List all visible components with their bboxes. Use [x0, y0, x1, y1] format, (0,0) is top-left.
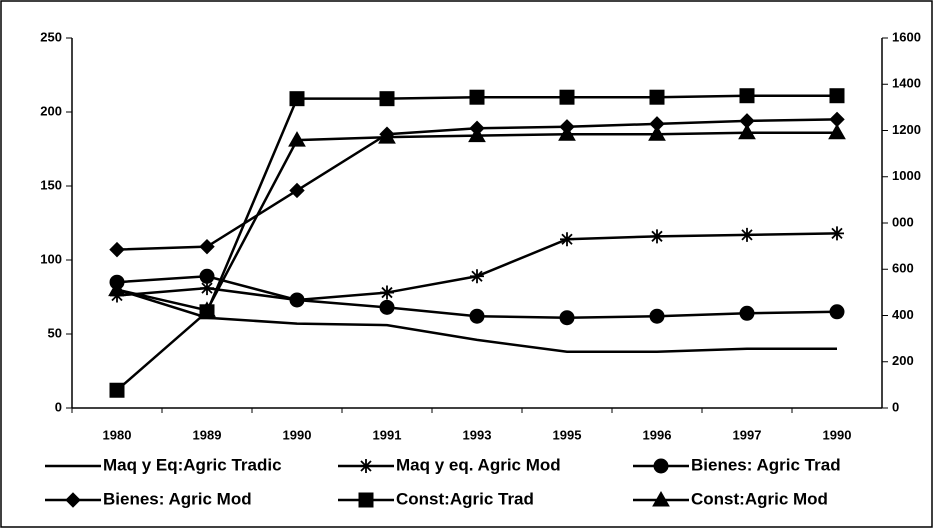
x-tick-label: 1996	[643, 427, 672, 442]
y-tick-label: 150	[40, 177, 62, 192]
marker	[560, 232, 574, 247]
y2-tick-label: 1000	[892, 168, 921, 183]
y-tick-label: 0	[55, 399, 62, 414]
x-tick-label: 1995	[553, 427, 582, 442]
y2-tick-label: 400	[892, 307, 914, 322]
y2-tick-label: 600	[892, 261, 914, 276]
marker	[109, 382, 125, 398]
marker	[199, 268, 215, 284]
y2-tick-label: 1400	[892, 76, 921, 91]
y2-tick-label: 1600	[892, 29, 921, 44]
x-tick-label: 1980	[103, 427, 132, 442]
marker	[559, 310, 575, 326]
marker	[469, 89, 485, 105]
marker	[829, 304, 845, 320]
y-tick-label: 50	[48, 325, 62, 340]
marker	[738, 123, 756, 140]
y-tick-label: 100	[40, 251, 62, 266]
y2-tick-label: 1200	[892, 122, 921, 137]
marker	[289, 182, 305, 199]
marker	[649, 308, 665, 324]
marker	[65, 492, 81, 508]
marker	[289, 292, 305, 308]
marker	[288, 131, 306, 147]
marker	[558, 125, 576, 141]
marker	[829, 88, 845, 104]
marker	[653, 458, 669, 474]
legend-label: Const:Agric Trad	[396, 489, 534, 508]
marker	[358, 492, 374, 508]
x-tick-label: 1993	[463, 427, 492, 442]
marker	[559, 89, 575, 105]
marker	[359, 459, 373, 473]
marker	[468, 126, 486, 143]
legend-label: Bienes: Agric Mod	[103, 489, 252, 508]
y-tick-label: 250	[40, 29, 62, 44]
y2-tick-label: 200	[892, 353, 914, 368]
x-tick-label: 1991	[373, 427, 402, 442]
legend-label: Const:Agric Mod	[691, 489, 828, 508]
marker	[739, 305, 755, 321]
y-tick-label: 200	[40, 103, 62, 118]
marker	[198, 301, 216, 317]
marker	[378, 128, 396, 144]
marker	[648, 125, 666, 141]
y2-tick-label: 000	[892, 214, 914, 229]
marker	[379, 91, 395, 107]
marker	[108, 280, 126, 297]
y2-tick-label: 0	[892, 399, 899, 414]
x-tick-label: 1989	[193, 427, 222, 442]
legend-label: Bienes: Agric Trad	[691, 455, 841, 474]
legend-label: Maq y eq. Agric Mod	[396, 455, 561, 474]
legend-label: Maq y Eq:Agric Tradic	[103, 455, 282, 474]
marker	[739, 88, 755, 104]
marker	[830, 226, 844, 241]
marker	[200, 281, 214, 296]
marker	[199, 238, 215, 255]
marker	[469, 308, 485, 324]
series-line	[116, 131, 837, 312]
marker	[652, 490, 670, 507]
marker	[109, 241, 125, 258]
x-tick-label: 1990	[283, 427, 312, 442]
marker	[649, 89, 665, 105]
marker	[470, 269, 484, 284]
marker	[379, 299, 395, 315]
marker	[650, 229, 664, 244]
marker	[289, 91, 305, 107]
x-tick-label: 1997	[733, 427, 762, 442]
x-tick-label: 1990	[823, 427, 852, 442]
marker	[828, 123, 846, 140]
marker	[380, 285, 394, 300]
series-line	[116, 288, 837, 354]
marker	[740, 227, 754, 242]
